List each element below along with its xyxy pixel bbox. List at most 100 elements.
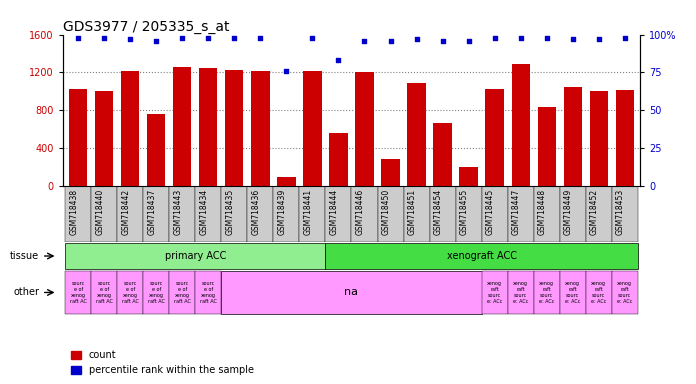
Bar <box>121 71 139 186</box>
Text: GSM718451: GSM718451 <box>408 189 416 235</box>
Point <box>281 68 292 74</box>
FancyBboxPatch shape <box>507 271 534 314</box>
Text: GSM718455: GSM718455 <box>459 189 468 235</box>
Point <box>515 35 526 41</box>
Bar <box>407 83 426 186</box>
Bar <box>459 167 477 186</box>
Text: na: na <box>345 288 358 298</box>
Bar <box>173 67 191 186</box>
Text: GSM718440: GSM718440 <box>95 189 104 235</box>
Text: GSM718447: GSM718447 <box>512 189 521 235</box>
Bar <box>277 177 296 186</box>
FancyBboxPatch shape <box>456 186 482 242</box>
Text: sourc
e of
xenog
raft AC: sourc e of xenog raft AC <box>96 281 113 304</box>
FancyBboxPatch shape <box>585 186 612 242</box>
Bar <box>512 64 530 186</box>
FancyBboxPatch shape <box>351 186 377 242</box>
FancyBboxPatch shape <box>65 186 91 242</box>
Text: GSM718446: GSM718446 <box>356 189 365 235</box>
Bar <box>251 71 269 186</box>
Text: GSM718438: GSM718438 <box>70 189 78 235</box>
Text: GDS3977 / 205335_s_at: GDS3977 / 205335_s_at <box>63 20 229 33</box>
Text: GSM718434: GSM718434 <box>199 189 208 235</box>
Bar <box>381 159 400 186</box>
Point <box>203 35 214 41</box>
Bar <box>590 91 608 186</box>
FancyBboxPatch shape <box>482 186 507 242</box>
Text: sourc
e of
xenog
raft AC: sourc e of xenog raft AC <box>148 281 165 304</box>
FancyBboxPatch shape <box>585 271 612 314</box>
Text: GSM718445: GSM718445 <box>486 189 495 235</box>
Text: GSM718443: GSM718443 <box>173 189 182 235</box>
Text: GSM718452: GSM718452 <box>590 189 599 235</box>
Text: GSM718448: GSM718448 <box>537 189 546 235</box>
Point <box>411 36 422 42</box>
FancyBboxPatch shape <box>91 186 118 242</box>
FancyBboxPatch shape <box>196 186 221 242</box>
Point <box>541 35 552 41</box>
Text: GSM718441: GSM718441 <box>303 189 313 235</box>
Text: xenog
raft
sourc
e: ACc: xenog raft sourc e: ACc <box>513 281 528 304</box>
Text: GSM718436: GSM718436 <box>251 189 260 235</box>
Legend: count, percentile rank within the sample: count, percentile rank within the sample <box>68 346 258 379</box>
Bar <box>329 133 347 186</box>
FancyBboxPatch shape <box>91 271 118 314</box>
FancyBboxPatch shape <box>143 271 169 314</box>
Point <box>307 35 318 41</box>
FancyBboxPatch shape <box>560 186 585 242</box>
FancyBboxPatch shape <box>326 186 351 242</box>
Bar <box>486 89 504 186</box>
Point <box>593 36 604 42</box>
FancyBboxPatch shape <box>169 186 196 242</box>
Point <box>177 35 188 41</box>
Text: GSM718442: GSM718442 <box>121 189 130 235</box>
FancyBboxPatch shape <box>221 186 247 242</box>
Text: GSM718435: GSM718435 <box>226 189 235 235</box>
FancyBboxPatch shape <box>429 186 456 242</box>
FancyBboxPatch shape <box>196 271 221 314</box>
FancyBboxPatch shape <box>65 243 326 270</box>
Text: sourc
e of
xenog
raft AC: sourc e of xenog raft AC <box>70 281 87 304</box>
Text: GSM718450: GSM718450 <box>381 189 390 235</box>
Bar <box>199 68 217 186</box>
Bar <box>564 87 582 186</box>
Text: GSM718453: GSM718453 <box>616 189 625 235</box>
Text: sourc
e of
xenog
raft AC: sourc e of xenog raft AC <box>174 281 191 304</box>
FancyBboxPatch shape <box>612 186 638 242</box>
Text: GSM718449: GSM718449 <box>564 189 573 235</box>
Text: sourc
e of
xenog
raft AC: sourc e of xenog raft AC <box>200 281 216 304</box>
Text: tissue: tissue <box>10 251 39 261</box>
FancyBboxPatch shape <box>482 271 507 314</box>
Point <box>385 38 396 44</box>
FancyBboxPatch shape <box>65 271 91 314</box>
Text: xenog
raft
sourc
e: ACc: xenog raft sourc e: ACc <box>565 281 580 304</box>
FancyBboxPatch shape <box>247 186 274 242</box>
Text: other: other <box>13 288 39 298</box>
Bar <box>69 89 88 186</box>
Bar <box>356 73 374 186</box>
FancyBboxPatch shape <box>534 271 560 314</box>
Text: xenog
raft
sourc
e: ACc: xenog raft sourc e: ACc <box>539 281 554 304</box>
FancyBboxPatch shape <box>143 186 169 242</box>
FancyBboxPatch shape <box>507 186 534 242</box>
Text: xenograft ACC: xenograft ACC <box>447 251 516 261</box>
FancyBboxPatch shape <box>612 271 638 314</box>
FancyBboxPatch shape <box>118 186 143 242</box>
Text: GSM718437: GSM718437 <box>148 189 157 235</box>
Bar <box>226 70 244 186</box>
Text: GSM718454: GSM718454 <box>434 189 443 235</box>
Bar <box>148 114 166 186</box>
Bar <box>303 71 322 186</box>
Point <box>99 35 110 41</box>
Bar <box>615 90 634 186</box>
Point <box>489 35 500 41</box>
FancyBboxPatch shape <box>299 186 326 242</box>
Text: GSM718439: GSM718439 <box>278 189 287 235</box>
FancyBboxPatch shape <box>377 186 404 242</box>
Point <box>255 35 266 41</box>
FancyBboxPatch shape <box>221 271 482 314</box>
Text: GSM718444: GSM718444 <box>329 189 338 235</box>
FancyBboxPatch shape <box>404 186 429 242</box>
Point <box>151 38 162 44</box>
Point <box>72 35 84 41</box>
